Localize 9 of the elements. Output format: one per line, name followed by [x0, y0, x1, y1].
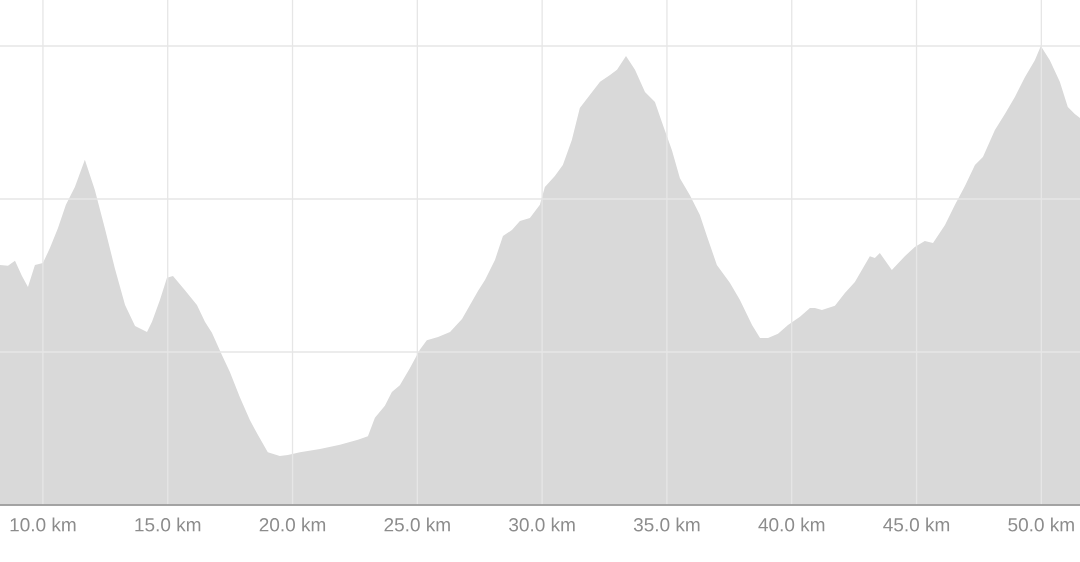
x-tick-label: 35.0 km — [633, 517, 700, 532]
x-tick-label: 20.0 km — [259, 517, 326, 532]
x-tick-label: 50.0 km — [1008, 517, 1074, 532]
x-tick-label: 30.0 km — [509, 517, 575, 532]
x-tick-label: 40.0 km — [758, 517, 825, 532]
x-tick-label: 25.0 km — [384, 517, 450, 532]
x-tick-label: 15.0 km — [135, 517, 201, 532]
x-tick-label: 45.0 km — [883, 517, 950, 532]
x-tick-label: 10.0 km — [10, 517, 76, 532]
